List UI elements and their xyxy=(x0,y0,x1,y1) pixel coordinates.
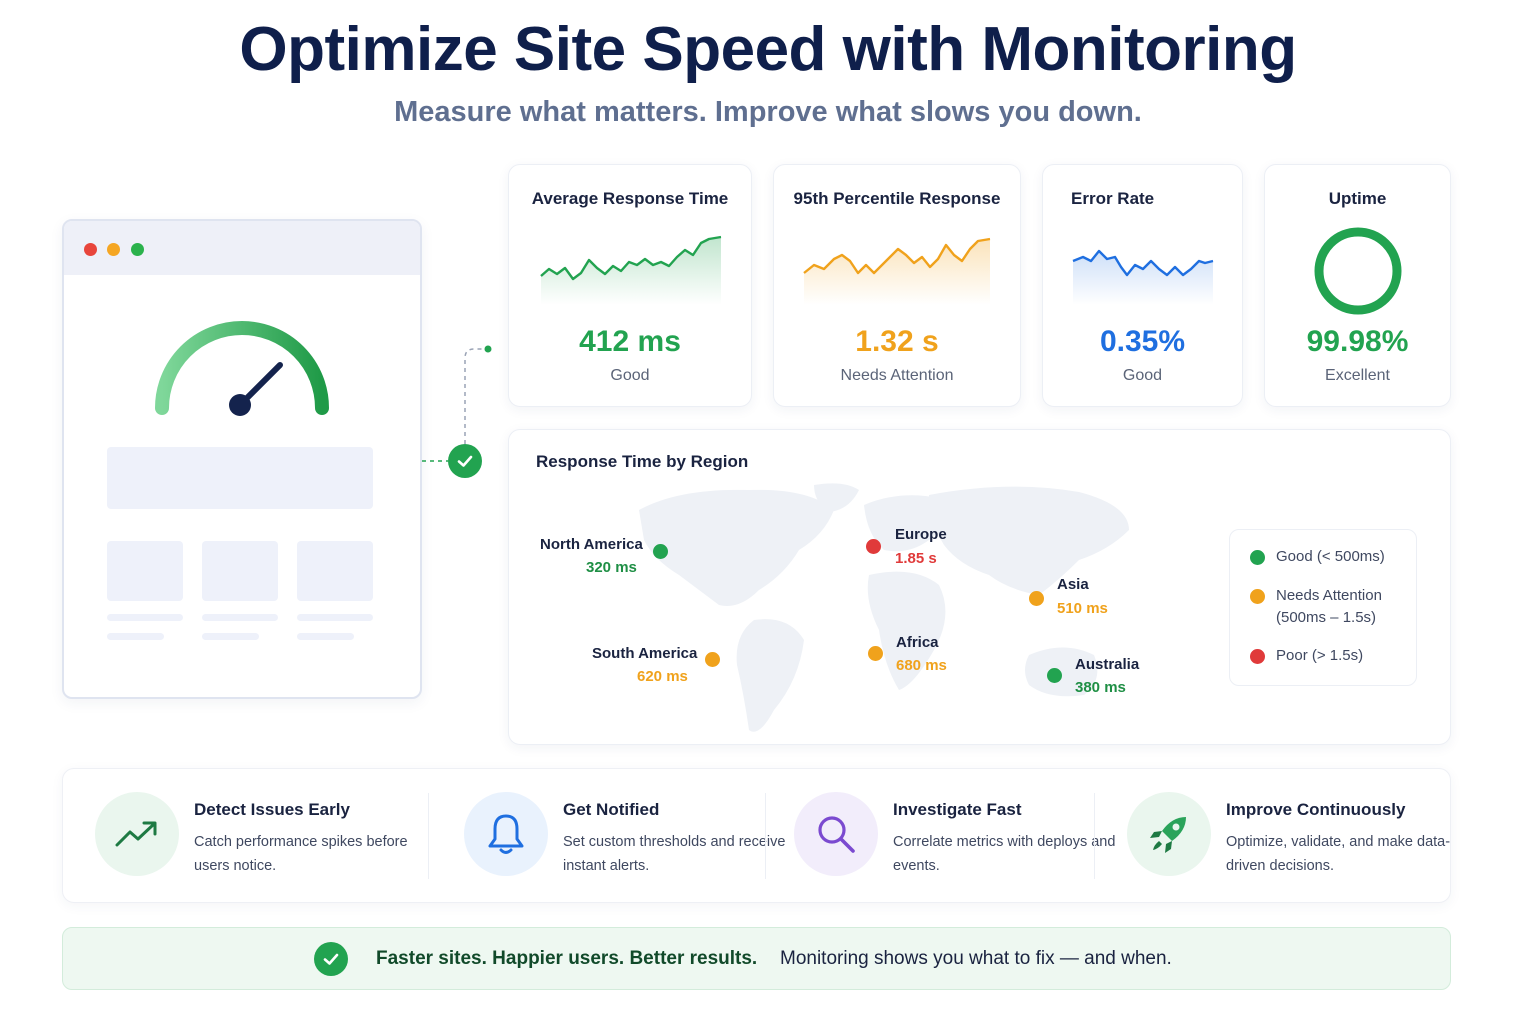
metric-title: Error Rate xyxy=(1071,189,1155,208)
region-status-dot xyxy=(653,544,668,559)
region-name: Africa xyxy=(896,634,939,651)
feature-notify: Get Notified Set custom thresholds and r… xyxy=(464,769,785,904)
feature-title: Get Notified xyxy=(563,800,660,819)
region-status-dot xyxy=(705,652,720,667)
content-placeholder xyxy=(107,447,373,509)
metric-status: Good xyxy=(610,367,650,384)
window-minimize-dot xyxy=(107,243,120,256)
rocket-icon xyxy=(1127,792,1211,876)
region-map-title: Response Time by Region xyxy=(536,452,749,471)
region-value: 510 ms xyxy=(1057,600,1108,617)
metric-card-uptime: Uptime 99.98% Excellent xyxy=(1264,164,1451,407)
content-placeholder xyxy=(202,541,278,601)
feature-desc: Catch performance spikes before users no… xyxy=(194,834,408,874)
region-status-dot xyxy=(1029,591,1044,606)
banner-text: Monitoring shows you what to fix — and w… xyxy=(780,948,1172,969)
region-status-dot xyxy=(868,646,883,661)
metric-value: 412 ms xyxy=(579,325,681,358)
region-map-card: Response Time by Region North America 32… xyxy=(508,429,1451,745)
content-placeholder xyxy=(107,541,183,601)
check-icon xyxy=(314,942,348,976)
speedometer-icon xyxy=(155,321,329,416)
feature-desc: Correlate metrics with deploys and event… xyxy=(893,834,1116,874)
metric-status: Excellent xyxy=(1325,367,1390,384)
metric-status: Needs Attention xyxy=(840,367,954,384)
window-close-dot xyxy=(84,243,97,256)
text-placeholder xyxy=(107,633,164,640)
feature-strip: Detect Issues Early Catch performance sp… xyxy=(62,768,1451,903)
page-subtitle: Measure what matters. Improve what slows… xyxy=(394,96,1142,128)
sparkline-chart xyxy=(1072,249,1214,305)
browser-mockup xyxy=(62,219,422,699)
metric-title: Uptime xyxy=(1328,189,1387,208)
region-value: 620 ms xyxy=(637,668,688,685)
divider xyxy=(1094,793,1095,879)
banner-headline: Faster sites. Happier users. Better resu… xyxy=(376,948,758,969)
divider xyxy=(428,793,429,879)
region-name: Europe xyxy=(895,526,947,543)
sparkline-chart xyxy=(540,235,722,305)
feature-title: Investigate Fast xyxy=(893,800,1022,819)
metric-card-avg-response: Average Response Time 412 ms Good xyxy=(508,164,752,407)
connector-line xyxy=(422,345,492,462)
legend-label: Poor (> 1.5s) xyxy=(1276,647,1364,664)
feature-investigate: Investigate Fast Correlate metrics with … xyxy=(794,769,1115,904)
region-name: Asia xyxy=(1057,576,1089,593)
map-legend: Good (< 500ms) Needs Attention (500ms – … xyxy=(1229,529,1417,686)
text-placeholder xyxy=(297,633,354,640)
region-status-dot xyxy=(866,539,881,554)
window-maximize-dot xyxy=(131,243,144,256)
bell-icon xyxy=(464,792,548,876)
region-status-dot xyxy=(1047,668,1062,683)
sparkline-chart xyxy=(803,237,991,305)
text-placeholder xyxy=(202,614,278,621)
page-title: Optimize Site Speed with Monitoring xyxy=(239,15,1297,84)
legend-label: Good (< 500ms) xyxy=(1276,548,1385,565)
legend-dot xyxy=(1250,550,1265,565)
bottom-banner: Faster sites. Happier users. Better resu… xyxy=(62,927,1451,990)
feature-improve: Improve Continuously Optimize, validate,… xyxy=(1127,769,1450,904)
divider xyxy=(765,793,766,879)
metric-card-error-rate: Error Rate 0.35% Good xyxy=(1042,164,1243,407)
ring-icon xyxy=(1314,227,1402,315)
region-value: 680 ms xyxy=(896,657,947,674)
region-name: Australia xyxy=(1075,656,1140,673)
region-name: North America xyxy=(540,536,643,553)
legend-dot xyxy=(1250,589,1265,604)
region-value: 320 ms xyxy=(586,559,637,576)
feature-desc: Set custom thresholds and receive instan… xyxy=(563,834,786,874)
magnifier-icon xyxy=(794,792,878,876)
text-placeholder xyxy=(297,614,373,621)
text-placeholder xyxy=(202,633,259,640)
region-value: 380 ms xyxy=(1075,679,1126,696)
metric-value: 0.35% xyxy=(1099,325,1186,358)
trend-up-icon xyxy=(95,792,179,876)
region-value: 1.85 s xyxy=(895,550,937,567)
content-placeholder xyxy=(297,541,373,601)
metric-title: Average Response Time xyxy=(531,189,729,208)
region-name: South America xyxy=(592,645,698,662)
feature-detect: Detect Issues Early Catch performance sp… xyxy=(95,769,415,904)
metric-card-p95-response: 95th Percentile Response 1.32 s Needs At… xyxy=(773,164,1021,407)
metric-value: 1.32 s xyxy=(855,325,939,358)
metric-value: 99.98% xyxy=(1306,325,1409,358)
feature-desc: Optimize, validate, and make data-driven… xyxy=(1226,834,1451,874)
legend-label: Needs Attention (500ms – 1.5s) xyxy=(1276,587,1382,626)
feature-title: Detect Issues Early xyxy=(194,800,350,819)
check-icon xyxy=(448,444,482,478)
metric-title: 95th Percentile Response xyxy=(793,189,1001,208)
legend-dot xyxy=(1250,649,1265,664)
world-map-icon xyxy=(639,483,1129,732)
feature-title: Improve Continuously xyxy=(1226,800,1406,819)
browser-title-bar xyxy=(64,221,420,275)
text-placeholder xyxy=(107,614,183,621)
metric-status: Good xyxy=(1122,367,1163,384)
